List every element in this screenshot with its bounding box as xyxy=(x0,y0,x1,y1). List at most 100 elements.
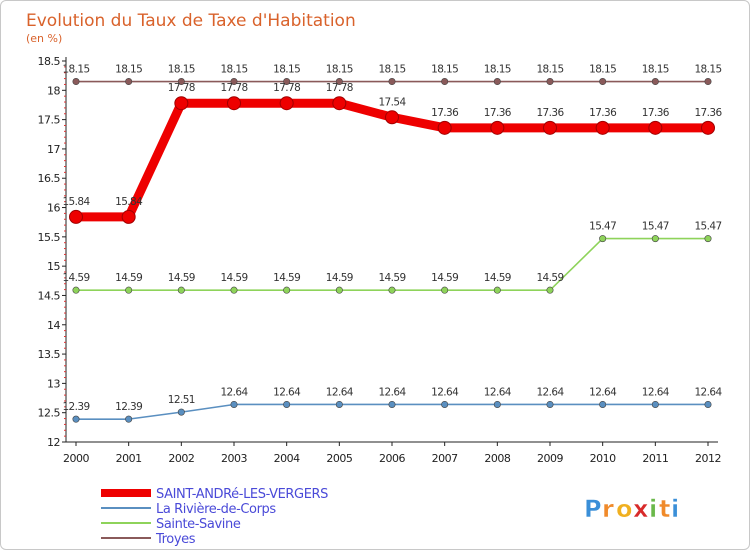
data-label: 15.47 xyxy=(694,221,721,233)
y-tick-label: 12.5 xyxy=(38,407,61,420)
data-label: 17.36 xyxy=(694,107,722,119)
data-point xyxy=(651,78,659,86)
x-tick-label: 2003 xyxy=(221,452,247,465)
data-label: 17.36 xyxy=(484,107,512,119)
data-label: 14.59 xyxy=(378,272,405,284)
legend-entry: Troyes xyxy=(155,532,196,547)
data-label: 18.15 xyxy=(536,64,563,76)
data-label: 17.36 xyxy=(536,107,564,119)
data-point xyxy=(230,78,238,86)
y-tick-label: 15.5 xyxy=(38,231,61,244)
y-tick-label: 15 xyxy=(47,260,60,273)
x-tick-label: 2001 xyxy=(116,452,142,465)
legend-entry: SAINT-ANDRé-LES-VERGERS xyxy=(156,487,328,502)
data-point xyxy=(704,78,712,86)
data-label: 14.59 xyxy=(431,272,458,284)
logo-letter: i xyxy=(671,495,679,523)
x-tick-label: 2009 xyxy=(537,452,563,465)
data-label: 15.47 xyxy=(642,221,669,233)
data-point xyxy=(283,400,291,408)
data-label: 18.15 xyxy=(220,64,247,76)
x-tick-label: 2004 xyxy=(274,452,300,465)
series-layer: 18.15 18.15 18.15 18.15 18.15 18.15 18.15 18.15… xyxy=(62,64,723,423)
legend-entry: La Rivière-de-Corps xyxy=(156,502,276,517)
logo-letter: r xyxy=(602,495,614,523)
data-label: 12.64 xyxy=(273,386,301,398)
y-tick-label: 17.5 xyxy=(38,114,61,127)
data-point xyxy=(121,209,136,224)
data-label: 17.78 xyxy=(220,82,247,94)
data-label: 15.47 xyxy=(589,221,616,233)
series-3: 18.15 18.15 18.15 18.15 18.15 18.15 18.15 18.15… xyxy=(62,64,722,86)
data-label: 18.15 xyxy=(378,64,405,76)
data-label: 14.59 xyxy=(536,272,563,284)
data-point xyxy=(599,235,607,243)
data-label: 18.15 xyxy=(115,64,142,76)
data-point xyxy=(72,415,80,423)
data-point xyxy=(125,415,133,423)
data-point xyxy=(385,110,399,125)
data-label: 18.15 xyxy=(273,64,300,76)
y-tick-label: 13.5 xyxy=(38,348,61,361)
data-point xyxy=(283,78,291,86)
y-tick-label: 14 xyxy=(47,319,60,332)
data-label: 17.36 xyxy=(431,107,459,119)
y-tick-label: 16.5 xyxy=(38,172,61,185)
y-tick-label: 18 xyxy=(47,84,60,97)
data-point xyxy=(599,78,607,86)
data-label: 12.64 xyxy=(589,386,617,398)
x-tick-label: 2005 xyxy=(326,452,352,465)
data-label: 18.15 xyxy=(694,64,721,76)
data-point xyxy=(441,286,449,294)
data-point xyxy=(490,120,505,135)
data-point xyxy=(546,400,554,408)
logo-letter: t xyxy=(659,495,670,523)
data-point xyxy=(72,286,80,294)
data-point xyxy=(332,96,347,111)
data-label: 12.39 xyxy=(115,401,142,413)
y-tick-label: 16 xyxy=(47,202,60,215)
data-point xyxy=(441,400,449,408)
data-label: 12.64 xyxy=(220,386,248,398)
x-tick-label: 2011 xyxy=(642,452,668,465)
data-point xyxy=(388,78,396,86)
data-label: 17.78 xyxy=(326,82,353,94)
data-point xyxy=(230,400,238,408)
x-tick-label: 2002 xyxy=(168,452,194,465)
legend-entry: Sainte-Savine xyxy=(156,517,241,532)
data-point xyxy=(493,286,501,294)
data-point xyxy=(704,400,712,408)
data-label: 17.78 xyxy=(273,82,300,94)
data-point xyxy=(543,120,557,135)
data-point xyxy=(335,286,343,294)
chart-title: Evolution du Taux de Taxe d'Habitation xyxy=(26,11,356,31)
data-point xyxy=(230,286,238,294)
chart-subtitle: (en %) xyxy=(26,32,62,45)
x-tick-label: 2000 xyxy=(63,452,89,465)
data-point xyxy=(546,78,554,86)
data-label: 18.15 xyxy=(431,64,458,76)
data-label: 12.64 xyxy=(536,386,564,398)
y-tick-label: 18.5 xyxy=(38,55,61,68)
data-point xyxy=(279,96,294,111)
data-point xyxy=(177,78,185,86)
data-label: 14.59 xyxy=(62,272,89,284)
data-point xyxy=(701,120,715,135)
series-1: 12.39 12.39 12.51 12.64 12.64 12.64 12.64 12.64… xyxy=(62,386,723,423)
data-label: 15.84 xyxy=(115,196,143,208)
data-point xyxy=(335,400,343,408)
data-label: 18.15 xyxy=(484,64,511,76)
data-label: 14.59 xyxy=(273,272,300,284)
series-0: 15.84 15.84 17.78 17.78 17.78 17.78 17.54 17.36… xyxy=(62,82,723,224)
data-label: 18.15 xyxy=(589,64,616,76)
data-label: 12.64 xyxy=(694,386,722,398)
x-tick-label: 2012 xyxy=(695,452,721,465)
y-tick-label: 14.5 xyxy=(38,289,61,302)
data-label: 12.64 xyxy=(378,386,406,398)
data-label: 14.59 xyxy=(484,272,511,284)
y-tick-label: 13 xyxy=(47,377,60,390)
data-point xyxy=(493,400,501,408)
